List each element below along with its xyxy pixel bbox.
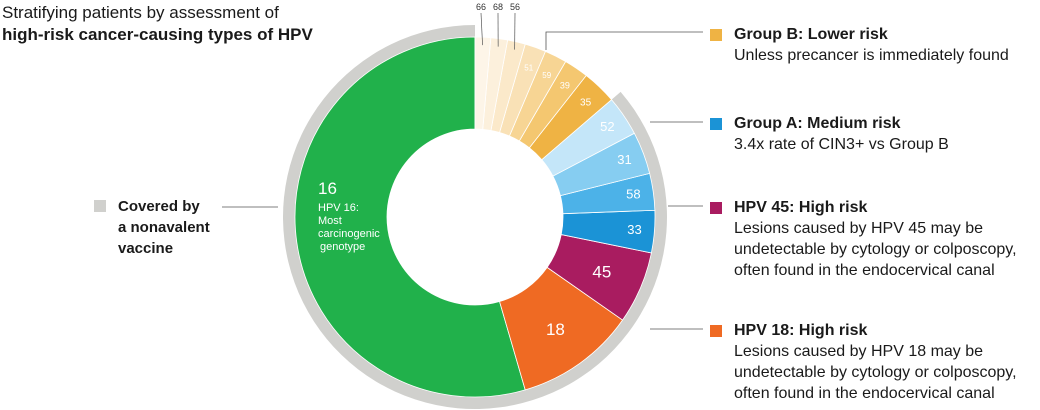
leader-66	[480, 12, 483, 46]
legend-hpv45: HPV 45: High risk Lesions caused by HPV …	[710, 198, 1040, 281]
slice-label-33: 33	[627, 222, 641, 237]
slice-label-59: 59	[542, 71, 551, 80]
slice-label-18: 18	[546, 320, 565, 339]
legend-title-hpv18: HPV 18: High risk	[734, 322, 868, 339]
connector-group-b	[545, 31, 703, 50]
slice-39	[518, 60, 587, 149]
legend-desc-hpv18-1: Lesions caused by HPV 18 may be	[734, 343, 984, 360]
slice-label-52: 52	[600, 119, 614, 134]
legend-group-a: Group A: Medium risk 3.4x rate of CIN3+ …	[710, 114, 1040, 155]
slice-label-56: 56	[510, 2, 520, 12]
covered-swatch	[94, 200, 106, 212]
title-line-2: high-risk cancer-causing types of HPV	[2, 25, 313, 44]
slice-58	[559, 172, 656, 215]
slice-label-68: 68	[493, 2, 503, 12]
slice-33	[560, 209, 656, 254]
legend-swatch-hpv18	[710, 325, 722, 337]
slice-16	[294, 36, 526, 398]
slice-label-39: 39	[560, 81, 570, 91]
legend-desc-hpv45-1: Lesions caused by HPV 45 may be	[734, 220, 984, 237]
slice-66	[474, 36, 492, 130]
slice-18	[499, 266, 624, 391]
legend-swatch-group-a	[710, 118, 722, 130]
legend-desc-hpv45-2: undetectable by cytology or colposcopy,	[734, 241, 1017, 258]
slice-59	[508, 50, 567, 142]
legend-group-b: Group B: Lower risk Unless precancer is …	[710, 25, 1040, 66]
slice-label-66: 66	[476, 2, 486, 12]
slice-label-58: 58	[626, 186, 640, 201]
legend-title-group-a: Group A: Medium risk	[734, 115, 901, 132]
slice-56	[490, 39, 526, 133]
legend-title-hpv45: HPV 45: High risk	[734, 199, 868, 216]
legend-desc-group-a: 3.4x rate of CIN3+ vs Group B	[734, 136, 949, 153]
slice-label-31: 31	[617, 152, 631, 167]
slice-label-51: 51	[524, 63, 533, 72]
slice-35	[528, 74, 613, 161]
legend-desc-hpv18-3: often found in the endocervical canal	[734, 385, 995, 402]
legend-hpv18: HPV 18: High risk Lesions caused by HPV …	[710, 321, 1040, 404]
covered-text-1: Covered by	[118, 198, 200, 215]
chart-title: Stratifying patients by assessment of hi…	[2, 2, 332, 46]
legend-swatch-hpv45	[710, 202, 722, 214]
slice-31	[552, 132, 651, 197]
slice-label-45: 45	[592, 262, 611, 281]
covered-text-3: vaccine	[118, 240, 174, 257]
covered-text-2: a nonavalent	[118, 219, 210, 236]
legend-desc-hpv18-2: undetectable by cytology or colposcopy,	[734, 364, 1017, 381]
title-line-1: Stratifying patients by assessment of	[2, 3, 279, 22]
slice-label-35: 35	[580, 97, 592, 108]
legend-desc-hpv45-3: often found in the endocervical canal	[734, 262, 995, 279]
covered-label: Covered by a nonavalent vaccine	[94, 196, 214, 259]
legend-desc-group-b: Unless precancer is immediately found	[734, 47, 1009, 64]
slice-51	[499, 43, 546, 137]
slice-52	[541, 99, 635, 177]
hpv16-note: HPV 16: Most carcinogenic genotype	[318, 202, 380, 253]
legend-title-group-b: Group B: Lower risk	[734, 26, 888, 43]
slice-45	[546, 234, 652, 321]
slice-label-16: 16	[318, 179, 337, 198]
legend-swatch-group-b	[710, 29, 722, 41]
